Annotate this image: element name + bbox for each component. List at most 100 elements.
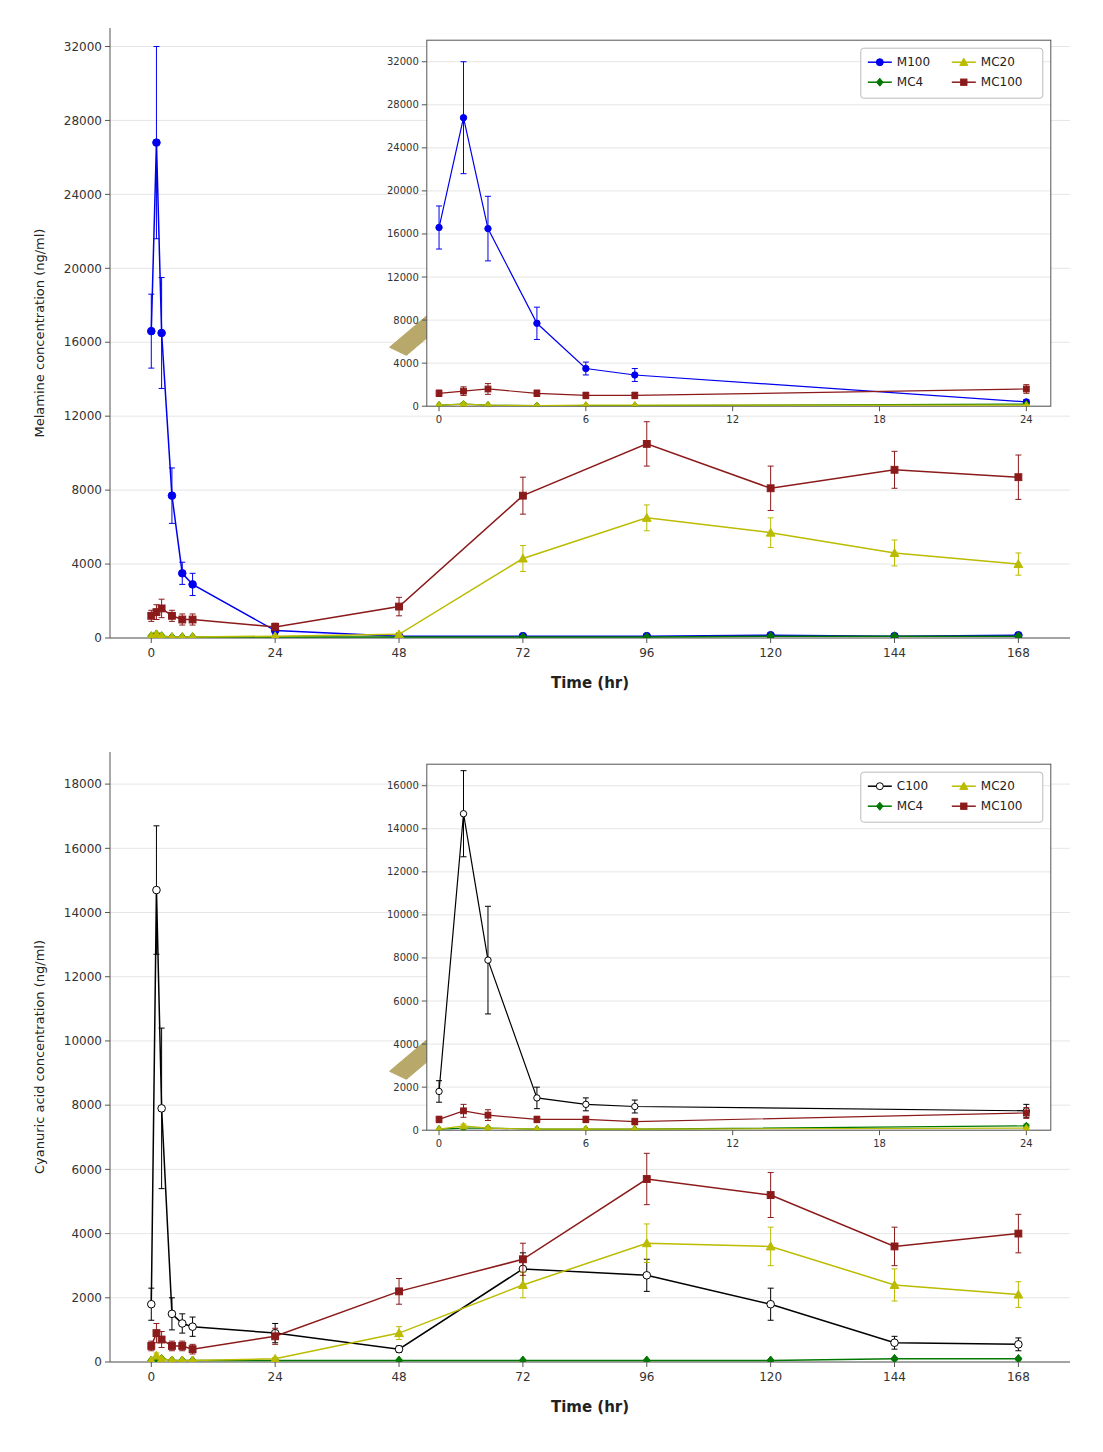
y-tick-label: 8000 [71,1098,102,1112]
data-point [189,1356,196,1362]
x-tick [399,638,400,643]
series [147,1224,1023,1362]
y-tick-label: 28000 [64,114,102,128]
x-tick [732,406,733,411]
data-point [153,886,161,894]
x-tick [275,1362,276,1367]
y-tick [105,1169,110,1170]
data-point [272,623,279,630]
data-point [169,612,176,619]
y-axis-line [110,752,111,1362]
error-bar [583,1098,589,1111]
y-tick-label: 16000 [64,335,102,349]
data-point [485,1124,491,1130]
y-tick [422,785,427,786]
error-bar [148,294,154,368]
axes: 0200040006000800010000120001400016000061… [387,764,1051,1149]
error-bar [436,1081,442,1103]
data-point [157,1354,166,1362]
y-tick [422,277,427,278]
data-point [583,393,589,399]
error-bar [892,451,898,488]
error-bar [461,387,467,396]
data-point [148,1343,155,1350]
error-bar [1023,1104,1029,1117]
error-bar [190,573,196,595]
grid-line [427,1087,1051,1088]
legend-label: MC20 [981,779,1015,793]
y-tick-label: 6000 [71,1163,102,1177]
data-point [583,402,589,406]
error-bar [632,392,638,398]
x-tick-label: 168 [1007,646,1030,660]
error-bar [179,614,185,625]
inset: 0200040006000800010000120001400016000061… [387,764,1051,1149]
data-point [485,386,491,392]
x-tick-label: 168 [1007,1370,1030,1384]
data-point [271,632,280,638]
data-point [582,401,589,406]
series [435,400,1030,406]
y-tick-label: 32000 [64,40,102,54]
y-tick [105,1297,110,1298]
y-tick [105,976,110,977]
series-line [151,1359,1018,1361]
legend-marker [961,79,967,85]
y-tick [105,848,110,849]
y-tick [105,120,110,121]
y-tick-label: 20000 [387,185,419,196]
data-point [396,1356,403,1362]
x-tick [399,1362,400,1367]
data-point [533,1125,540,1130]
data-point [168,1310,176,1318]
data-point [168,633,177,638]
error-bar [534,307,540,339]
legend-label: MC4 [897,799,923,813]
y-tick [105,416,110,417]
data-point [396,603,403,610]
x-tick-label: 120 [759,646,782,660]
error-bar [485,196,491,261]
data-point [519,1281,528,1289]
y-tick-label: 0 [412,401,418,412]
error-bar [461,62,467,174]
x-tick [879,1130,880,1135]
x-tick [585,406,586,411]
data-point [534,390,540,396]
inset-background [427,764,1051,1130]
data-point [188,633,197,638]
error-bar [1023,385,1029,394]
data-point [632,402,638,406]
data-point [767,632,774,638]
data-point [582,1125,589,1130]
x-tick [522,638,523,643]
data-point [272,1333,279,1340]
grid-line [110,490,1070,491]
error-bar [272,1323,278,1342]
data-point [168,1356,177,1362]
data-point [643,633,650,638]
legend-box [861,772,1043,822]
error-bar [272,623,278,630]
data-point [396,1288,403,1295]
data-point [519,1256,526,1263]
inset-background [427,40,1051,406]
series-line [439,1126,1026,1129]
data-point [157,632,166,638]
error-bar [520,477,526,514]
x-tick [439,406,440,411]
x-tick [151,638,152,643]
error-bar [190,1344,196,1354]
data-point [1015,1230,1022,1237]
data-point [485,225,491,231]
y-tick-label: 20000 [64,262,102,276]
error-bar [190,614,196,625]
series [147,505,1023,638]
error-bar [179,562,185,584]
x-tick-label: 12 [726,414,739,425]
error-bar [396,1346,402,1352]
data-point [461,1108,467,1114]
y-tick [105,564,110,565]
grid-line [427,147,1051,148]
y-tick-label: 8000 [71,483,102,497]
